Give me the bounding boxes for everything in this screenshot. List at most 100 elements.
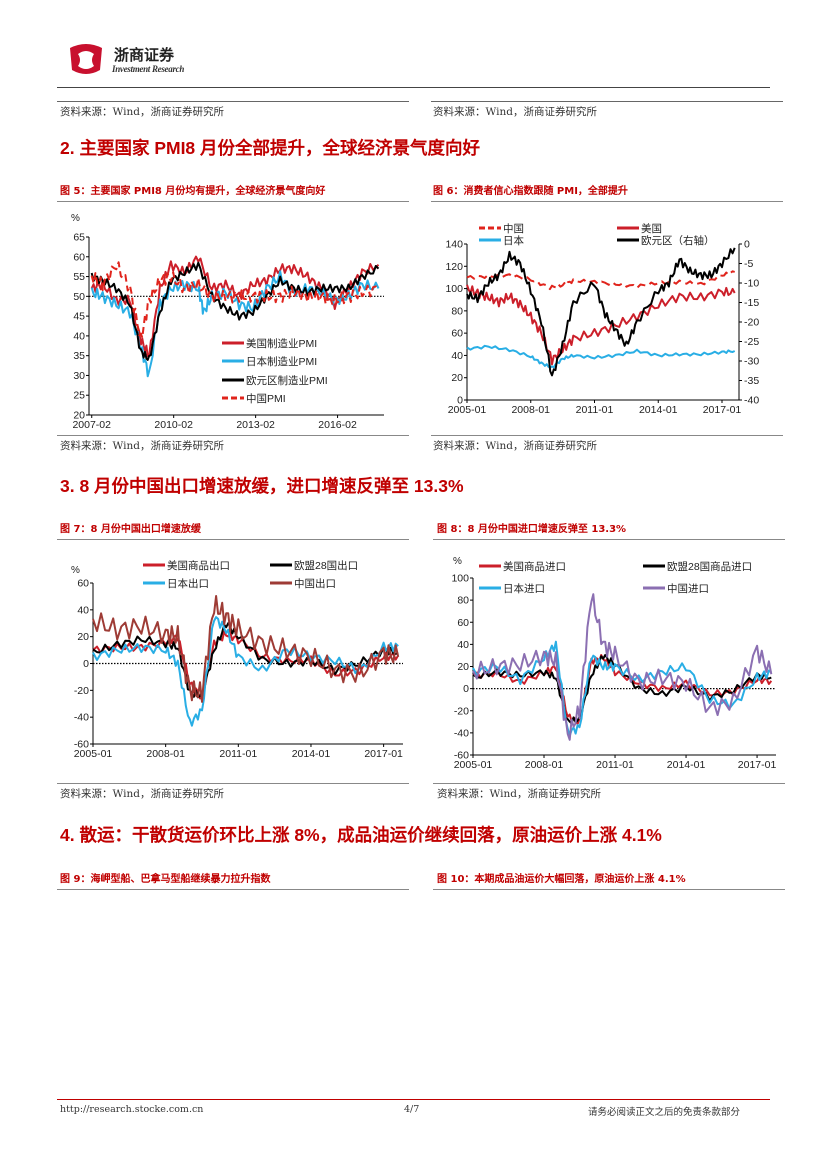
- y-tick-label: 50: [73, 291, 85, 303]
- x-tick-label: 2013-02: [236, 419, 275, 431]
- y-tick-label: 25: [73, 390, 85, 402]
- series-line-1: [92, 257, 379, 357]
- y2-tick-label: 0: [744, 239, 750, 251]
- legend-label: 欧盟28国出口: [294, 559, 358, 572]
- legend-label: 欧盟28国商品进口: [667, 560, 752, 573]
- x-tick-label: 2011-01: [596, 759, 634, 771]
- y-tick-label: 35: [73, 350, 85, 362]
- legend-label: 中国PMI: [246, 392, 286, 405]
- y-tick-label: 20: [77, 631, 89, 643]
- fig6-source: 资料来源：Wind，浙商证券研究所: [433, 438, 597, 453]
- y-tick-label: 40: [457, 639, 469, 651]
- legend-label: 美国商品进口: [503, 560, 566, 573]
- fig8-title: 图 8：8 月份中国进口增速反弹至 13.3%: [437, 520, 626, 535]
- section-2-heading: 2. 主要国家 PMI8 月份全部提升，全球经济景气度向好: [60, 135, 480, 160]
- top-source-left: 资料来源：Wind，浙商证券研究所: [60, 104, 224, 119]
- y-unit-label: %: [453, 556, 462, 567]
- section-4-heading: 4. 散运：干散货运价环比上涨 8%，成品油运价继续回落，原油运价上涨 4.1%: [60, 822, 662, 847]
- y-tick-label: 100: [451, 573, 469, 585]
- footer-page-number: 4/7: [404, 1104, 419, 1115]
- x-tick-label: 2005-01: [448, 404, 487, 416]
- fig9-title-rule: [57, 889, 409, 890]
- series-line-2: [93, 623, 398, 697]
- fig5-title: 图 5：主要国家 PMI8 月份均有提升，全球经济景气度向好: [60, 182, 325, 197]
- top-source-rule-left: [57, 101, 409, 102]
- y2-tick-label: -40: [744, 395, 759, 407]
- fig6-chart: 140 120 100 80 60 40 20 0 0 -5 -10 -15 -20 -25 -30 -35 -…: [431, 204, 786, 434]
- fig7-title-rule: [57, 539, 409, 540]
- fig5-source: 资料来源：Wind，浙商证券研究所: [60, 438, 224, 453]
- y-unit-label: %: [71, 565, 80, 576]
- y2-tick-label: -20: [744, 317, 759, 329]
- x-tick-label: 2005-01: [454, 759, 493, 771]
- x-tick-label: 2016-02: [318, 419, 357, 431]
- logo-name-en: Investment Research: [112, 64, 184, 74]
- y-tick-label: 120: [445, 261, 463, 273]
- fig6-title: 图 6：消费者信心指数跟随 PMI，全部提升: [433, 182, 628, 197]
- legend-label: 日本: [503, 234, 524, 247]
- y-tick-label: -40: [454, 727, 469, 739]
- y-tick-label: 0: [83, 658, 89, 670]
- y-tick-label: -20: [454, 705, 469, 717]
- y-tick-label: 60: [77, 578, 89, 590]
- footer-url[interactable]: http://research.stocke.com.cn: [60, 1104, 203, 1115]
- legend-label: 美国: [641, 222, 662, 235]
- x-tick-label: 2008-01: [525, 759, 564, 771]
- y-tick-label: 40: [77, 604, 89, 616]
- legend-label: 欧元区（右轴）: [641, 234, 715, 247]
- x-tick-label: 2007-02: [72, 419, 111, 431]
- series-line-3: [467, 346, 735, 368]
- footer-disclaimer: 请务必阅读正文之后的免责条款部分: [588, 1104, 740, 1118]
- logo-name-cn: 浙商证券: [114, 44, 174, 65]
- fig7-source: 资料来源：Wind，浙商证券研究所: [60, 786, 224, 801]
- x-tick-label: 2011-01: [219, 748, 257, 760]
- y-tick-label: -40: [74, 712, 89, 724]
- fig8-source: 资料来源：Wind，浙商证券研究所: [437, 786, 601, 801]
- fig5-title-rule: [57, 201, 409, 202]
- top-source-rule-right: [431, 101, 783, 102]
- x-tick-label: 2014-01: [292, 748, 331, 760]
- fig10-title: 图 10：本期成品油运价大幅回落，原油运价上涨 4.1%: [437, 870, 686, 885]
- y-tick-label: 20: [457, 661, 469, 673]
- fig8-source-rule: [433, 783, 785, 784]
- y-tick-label: 0: [463, 683, 469, 695]
- x-tick-label: 2014-01: [667, 759, 706, 771]
- y-tick-label: 80: [457, 595, 469, 607]
- y2-tick-label: -30: [744, 356, 759, 368]
- fig6-source-rule: [431, 435, 783, 436]
- y2-tick-label: -15: [744, 297, 759, 309]
- top-source-right: 资料来源：Wind，浙商证券研究所: [433, 104, 597, 119]
- x-tick-label: 2010-02: [154, 419, 193, 431]
- zheshang-logo-icon: [66, 42, 106, 78]
- y-unit-label: %: [71, 213, 80, 224]
- legend-label: 美国商品出口: [167, 559, 230, 572]
- y-tick-label: 65: [73, 232, 85, 244]
- footer-rule: [57, 1099, 770, 1100]
- y-tick-label: 80: [451, 305, 463, 317]
- y-tick-label: 20: [451, 372, 463, 384]
- x-tick-label: 2017-01: [364, 748, 403, 760]
- y-tick-label: 60: [457, 617, 469, 629]
- section-3-heading: 3. 8 月份中国出口增速放缓，进口增速反弹至 13.3%: [60, 473, 464, 498]
- fig8-title-rule: [433, 539, 785, 540]
- fig6-title-rule: [431, 201, 783, 202]
- y2-tick-label: -35: [744, 375, 759, 387]
- y-tick-label: 40: [73, 330, 85, 342]
- x-tick-label: 2014-01: [639, 404, 678, 416]
- y-tick-label: 100: [445, 283, 463, 295]
- x-tick-label: 2011-01: [576, 404, 614, 416]
- header-rule: [57, 87, 770, 88]
- series-line-3: [473, 642, 771, 736]
- y-tick-label: 140: [445, 239, 463, 251]
- legend-label: 美国制造业PMI: [246, 337, 317, 350]
- y-tick-label: 60: [73, 251, 85, 263]
- fig9-title: 图 9：海岬型船、巴拿马型船继续暴力拉升指数: [60, 870, 270, 885]
- x-tick-label: 2005-01: [74, 748, 113, 760]
- y-tick-label: -20: [74, 685, 89, 697]
- fig7-title: 图 7：8 月份中国出口增速放缓: [60, 520, 201, 535]
- series-line-4: [473, 594, 771, 740]
- x-tick-label: 2017-01: [703, 404, 742, 416]
